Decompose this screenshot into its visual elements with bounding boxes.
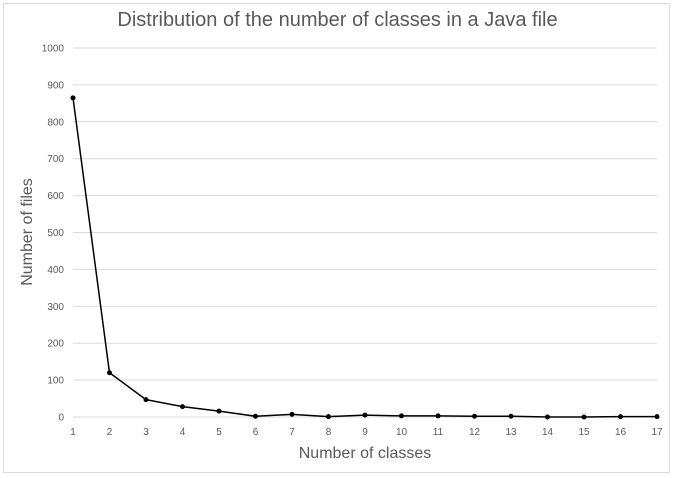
- x-tick-label: 14: [542, 427, 554, 438]
- x-tick-label: 8: [326, 427, 332, 438]
- data-point: [70, 95, 76, 101]
- y-tick-label: 500: [47, 228, 64, 239]
- x-tick-label: 16: [615, 427, 627, 438]
- x-tick-label: 9: [362, 427, 368, 438]
- y-tick-label: 0: [58, 413, 64, 424]
- data-point: [107, 370, 112, 376]
- data-point: [180, 404, 185, 410]
- y-tick-label: 600: [47, 191, 64, 202]
- series-line: [72, 97, 657, 418]
- chart-area: [3, 3, 670, 473]
- data-point: [435, 413, 441, 419]
- data-point: [472, 413, 477, 419]
- x-tick-label: 3: [143, 427, 149, 438]
- data-point: [618, 414, 623, 420]
- y-tick-label: 200: [47, 339, 64, 350]
- data-point: [253, 413, 258, 419]
- y-tick-label: 400: [47, 265, 64, 276]
- x-tick-label: 7: [289, 427, 295, 438]
- data-point: [326, 414, 331, 420]
- x-tick-label: 12: [469, 427, 481, 438]
- x-tick-label: 6: [253, 427, 259, 438]
- series-group: [70, 95, 660, 420]
- x-tick-label: 5: [216, 427, 222, 438]
- data-point: [399, 413, 404, 419]
- x-tick-label: 17: [651, 427, 663, 438]
- data-point: [581, 414, 587, 420]
- data-point: [143, 397, 149, 403]
- data-point: [289, 411, 295, 417]
- y-tick-label: 300: [47, 302, 64, 313]
- y-tick-label: 800: [47, 117, 64, 128]
- y-axis-title: Number of files: [19, 178, 36, 286]
- x-tick-label: 1: [70, 427, 76, 438]
- data-point: [508, 413, 514, 419]
- y-tick-label: 100: [47, 376, 64, 387]
- data-point: [654, 414, 660, 420]
- x-axis-title: Number of classes: [299, 445, 432, 462]
- chart-title: Distribution of the number of classes in…: [117, 9, 558, 31]
- data-point: [362, 412, 368, 418]
- y-tick-label: 1000: [42, 44, 65, 55]
- x-tick-label: 11: [433, 427, 444, 438]
- x-tick-label: 15: [578, 427, 590, 438]
- x-tick-label: 2: [107, 427, 113, 438]
- x-tick-label: 10: [396, 427, 408, 438]
- data-point: [545, 414, 550, 420]
- gridlines: [73, 47, 657, 418]
- data-point: [216, 408, 222, 414]
- x-tick-label: 13: [505, 427, 517, 438]
- x-tick-label: 4: [180, 427, 186, 438]
- y-tick-labels: 0 100 200 300 400 500 600 700 800 900 1000: [42, 44, 65, 424]
- y-tick-label: 700: [47, 154, 64, 165]
- x-tick-labels: 1 2 3 4 5 6 7 8 9 10 11 12 13 14 15 16 17: [70, 427, 663, 438]
- y-tick-label: 900: [47, 80, 64, 91]
